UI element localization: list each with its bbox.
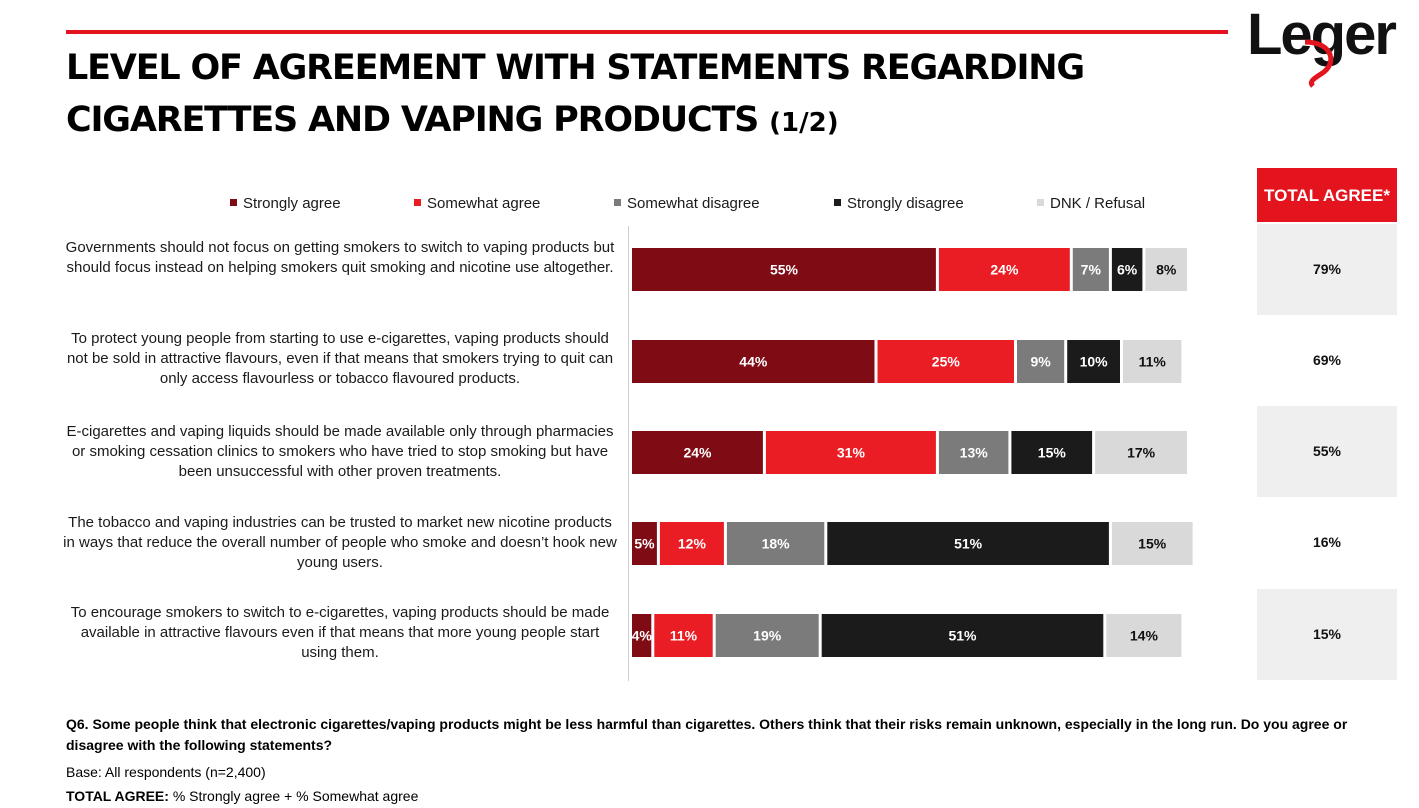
legend-item: Strongly agree [230, 194, 341, 214]
bar-value-label: 14% [1130, 628, 1159, 644]
bar-value-label: 19% [753, 628, 782, 644]
leger-logo: Leger [1247, 2, 1398, 88]
bar-value-label: 6% [1117, 262, 1138, 278]
title-line-1: LEVEL OF AGREEMENT WITH STATEMENTS REGAR… [66, 48, 1085, 88]
bar-segment [1095, 431, 1187, 474]
bar-value-label: 15% [1138, 536, 1167, 552]
bar-segment [1106, 614, 1182, 657]
legend-swatch [230, 199, 237, 206]
bar-segment [1123, 340, 1182, 383]
bar-segment [1072, 248, 1109, 291]
bar-value-label: 5% [634, 536, 655, 552]
question-text: Q6. Some people think that electronic ci… [66, 716, 1348, 753]
base-text: Base: All respondents (n=2,400) [66, 764, 266, 780]
bar-segment [1017, 340, 1065, 383]
bar-value-label: 55% [770, 262, 799, 278]
bar-value-label: 51% [954, 536, 983, 552]
page-title: LEVEL OF AGREEMENT WITH STATEMENTS REGAR… [66, 42, 1166, 149]
legend-swatch [1037, 199, 1044, 206]
total-agree-value: 69% [1257, 315, 1397, 406]
bar-value-label: 7% [1081, 262, 1102, 278]
bar-segment [659, 522, 724, 565]
legend-item: Somewhat agree [414, 194, 540, 214]
statement-label: Governments should not focus on getting … [65, 239, 615, 276]
total-agree-definition: TOTAL AGREE: % Strongly agree + % Somewh… [66, 786, 1386, 807]
bar-segment [632, 248, 936, 291]
bar-segment [765, 431, 936, 474]
statement-label: To encourage smokers to switch to e-ciga… [70, 604, 610, 661]
total-agree-header: TOTAL AGREE* [1257, 168, 1397, 222]
definition-text: % Strongly agree + % Somewhat agree [168, 788, 419, 804]
bar-value-label: 25% [932, 354, 961, 370]
legend-label: DNK / Refusal [1050, 195, 1146, 212]
total-agree-value: 55% [1257, 406, 1397, 497]
title-suffix: (1/2) [769, 108, 839, 138]
bar-segment [1111, 522, 1193, 565]
statement-label: The tobacco and vaping industries can be… [63, 514, 617, 571]
bar-value-label: 24% [990, 262, 1019, 278]
bar-value-label: 11% [670, 628, 698, 644]
bar-segment [1145, 248, 1187, 291]
title-line-2-text: CIGARETTES AND VAPING PRODUCTS [66, 100, 759, 140]
total-agree-value: 15% [1257, 589, 1397, 680]
definition-label: TOTAL AGREE: [66, 788, 169, 804]
statement-label: To protect young people from starting to… [66, 330, 614, 387]
logo-accent-swoosh [1304, 39, 1334, 88]
bar-value-label: 31% [837, 445, 866, 461]
legend-label: Strongly disagree [847, 195, 964, 212]
bar-value-label: 8% [1156, 262, 1177, 278]
bar-segment [1067, 340, 1120, 383]
bar-segment [654, 614, 713, 657]
legend-swatch [614, 199, 621, 206]
bar-segment [1111, 248, 1143, 291]
bar-value-label: 4% [632, 628, 653, 644]
legend-label: Strongly agree [243, 195, 341, 212]
bar-value-label: 18% [762, 536, 791, 552]
bar-segment [632, 340, 875, 383]
bar-value-label: 15% [1038, 445, 1067, 461]
legend-item: DNK / Refusal [1037, 194, 1145, 214]
bar-value-label: 17% [1127, 445, 1156, 461]
bar-segment [715, 614, 819, 657]
bar-segment [726, 522, 825, 565]
bar-segment [938, 248, 1070, 291]
legend-label: Somewhat disagree [627, 195, 760, 212]
bar-value-label: 11% [1139, 354, 1167, 370]
bar-segment [632, 614, 652, 657]
total-agree-value: 16% [1257, 497, 1397, 588]
legend-item: Somewhat disagree [614, 194, 760, 214]
bar-segment [938, 431, 1009, 474]
statement-label: E-cigarettes and vaping liquids should b… [66, 423, 614, 480]
bar-segment [877, 340, 1014, 383]
bar-value-label: 44% [739, 354, 768, 370]
title-line-2: CIGARETTES AND VAPING PRODUCTS (1/2) [66, 94, 1166, 149]
chart-axis-line [628, 226, 629, 681]
legend-swatch [834, 199, 841, 206]
total-agree-value: 79% [1257, 224, 1397, 315]
bar-segment [632, 522, 657, 565]
top-red-rule [66, 30, 1228, 34]
bar-segment [821, 614, 1104, 657]
legend-item: Strongly disagree [834, 194, 964, 214]
legend-swatch [414, 199, 421, 206]
bar-value-label: 51% [948, 628, 977, 644]
bar-value-label: 9% [1030, 354, 1051, 370]
legend-label: Somewhat agree [427, 195, 541, 212]
bar-segment [1011, 431, 1093, 474]
bar-value-label: 13% [960, 445, 989, 461]
bar-value-label: 12% [678, 536, 707, 552]
bar-segment [632, 431, 763, 474]
bar-segment [827, 522, 1109, 565]
logo-wordmark: Leger [1247, 2, 1396, 67]
bar-value-label: 24% [683, 445, 712, 461]
bar-value-label: 10% [1080, 354, 1109, 370]
chart-legend: Strongly agree Somewhat agree Somewhat dis… [0, 194, 1200, 214]
